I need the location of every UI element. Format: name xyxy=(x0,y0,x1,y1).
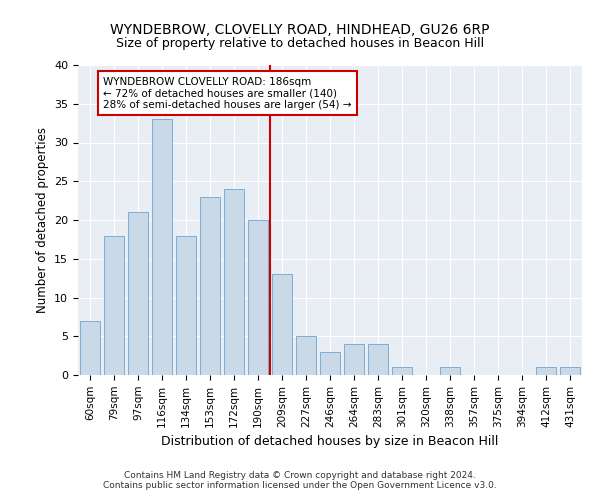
Y-axis label: Number of detached properties: Number of detached properties xyxy=(35,127,49,313)
Bar xyxy=(560,367,580,375)
Text: Contains HM Land Registry data © Crown copyright and database right 2024.
Contai: Contains HM Land Registry data © Crown c… xyxy=(103,470,497,490)
Text: WYNDEBROW, CLOVELLY ROAD, HINDHEAD, GU26 6RP: WYNDEBROW, CLOVELLY ROAD, HINDHEAD, GU26… xyxy=(110,22,490,36)
Bar xyxy=(368,344,388,375)
Bar xyxy=(536,367,556,375)
Bar xyxy=(296,336,316,375)
Bar xyxy=(392,367,412,375)
Bar xyxy=(128,212,148,375)
Bar xyxy=(176,236,196,375)
Bar xyxy=(440,367,460,375)
Bar xyxy=(200,196,220,375)
Bar xyxy=(152,119,172,375)
Bar xyxy=(344,344,364,375)
Text: WYNDEBROW CLOVELLY ROAD: 186sqm
← 72% of detached houses are smaller (140)
28% o: WYNDEBROW CLOVELLY ROAD: 186sqm ← 72% of… xyxy=(103,76,352,110)
Bar xyxy=(320,352,340,375)
Bar xyxy=(248,220,268,375)
Bar xyxy=(104,236,124,375)
Text: Size of property relative to detached houses in Beacon Hill: Size of property relative to detached ho… xyxy=(116,38,484,51)
Bar xyxy=(80,321,100,375)
Bar xyxy=(272,274,292,375)
Bar xyxy=(224,189,244,375)
X-axis label: Distribution of detached houses by size in Beacon Hill: Distribution of detached houses by size … xyxy=(161,435,499,448)
